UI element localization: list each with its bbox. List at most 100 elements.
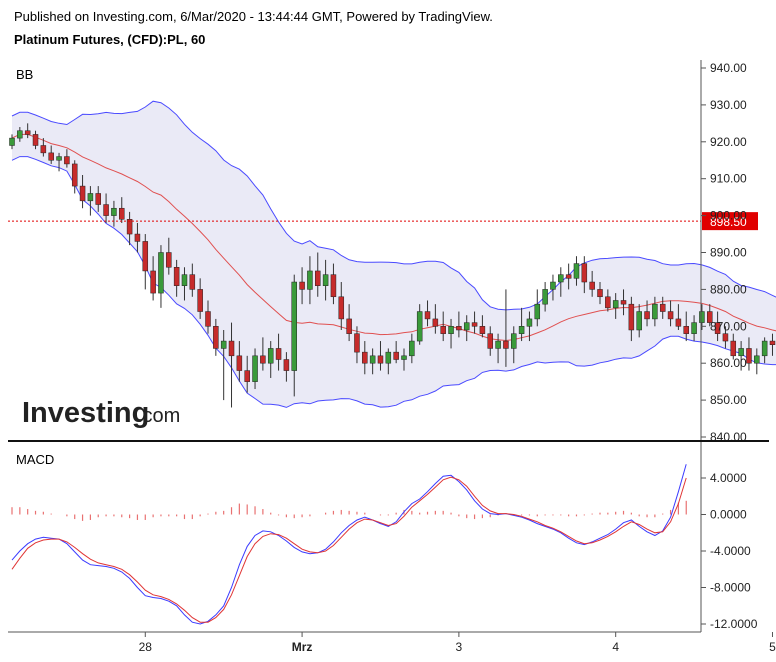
price-tick-label: 860.00 [710, 356, 747, 370]
logo-suffix: .com [137, 405, 180, 427]
candle-body [189, 274, 196, 290]
candle-body [181, 274, 188, 286]
candle-body [377, 355, 384, 364]
candle-body [283, 359, 290, 371]
candle-body [369, 355, 376, 364]
candle [448, 318, 454, 349]
candle [550, 274, 556, 301]
candle [275, 333, 282, 371]
candle-body [495, 340, 501, 349]
candle-body [707, 311, 713, 323]
candle [260, 337, 266, 371]
candle [628, 296, 635, 342]
candle [119, 197, 125, 223]
candle-body [119, 207, 125, 220]
candle [479, 315, 486, 338]
candle-body [558, 274, 564, 283]
candle [605, 289, 611, 312]
candle-body [456, 326, 462, 331]
candle [338, 282, 345, 330]
candle-body [267, 348, 274, 364]
candle [95, 186, 101, 212]
candle [424, 300, 431, 327]
candle-body [612, 300, 619, 309]
candle [244, 355, 250, 393]
candle [142, 234, 149, 290]
candle [385, 348, 392, 375]
candle [722, 326, 729, 349]
candle-body [644, 311, 650, 320]
candle-body [761, 340, 768, 357]
candle [291, 274, 297, 397]
candle [322, 259, 329, 301]
candle [440, 311, 446, 342]
candle-body [565, 274, 572, 279]
candle [283, 352, 290, 382]
time-tick-label: 3 [456, 640, 463, 654]
candle-body [769, 340, 776, 345]
candle-body [573, 263, 580, 279]
candle-body [40, 145, 47, 154]
candle-body [487, 333, 493, 349]
candle [409, 333, 415, 364]
candle-body [416, 311, 423, 342]
candle-body [275, 348, 282, 360]
candles [9, 123, 776, 408]
published-note: Published on Investing.com, 6/Mar/2020 -… [14, 9, 493, 24]
candle-body [252, 355, 258, 382]
candle [205, 300, 211, 334]
candle-body [330, 274, 337, 298]
candle [761, 337, 768, 364]
candle [738, 341, 744, 371]
candle [675, 304, 682, 330]
candle-body [730, 340, 737, 357]
candle [612, 293, 619, 319]
candle-body [463, 322, 470, 331]
candle-body [48, 152, 54, 161]
price-tick-label: 890.00 [710, 246, 747, 260]
candle [79, 175, 86, 209]
candle-body [166, 252, 172, 268]
candle [150, 256, 156, 301]
candle-body [173, 267, 180, 286]
candle [667, 300, 674, 327]
candle [659, 296, 666, 319]
candle [236, 341, 243, 382]
time-tick-label: 5 [769, 640, 776, 654]
candle-body [150, 270, 156, 294]
candle [518, 307, 525, 342]
candle-body [432, 318, 439, 327]
band-basis-line [11, 133, 776, 342]
candle [103, 193, 109, 223]
candle [573, 256, 580, 286]
candle-body [526, 318, 533, 327]
candle-body [424, 311, 431, 320]
candle [565, 263, 572, 290]
candle-body [652, 303, 658, 320]
price-tick-label: 880.00 [710, 282, 747, 296]
symbol-title: Platinum Futures, (CFD):PL, 60 [14, 32, 206, 47]
candle-body [362, 351, 368, 364]
signal-line [11, 476, 687, 623]
candle-body [683, 326, 689, 334]
candle-body [158, 252, 164, 294]
candle-body [675, 318, 682, 327]
candle-body [605, 296, 611, 309]
candle-body [659, 303, 666, 312]
candle [503, 289, 509, 367]
candle-body [534, 303, 541, 320]
candle [134, 222, 141, 253]
candle [754, 348, 760, 375]
candle [644, 300, 650, 327]
candle-body [299, 281, 305, 290]
bollinger-band [11, 100, 776, 408]
candle [166, 237, 172, 275]
macd-tick-label: 4.0000 [710, 471, 747, 485]
macd-pane [11, 464, 687, 625]
candle-body [746, 348, 752, 364]
price-axis: 898.50P940.00930.00920.00910.00900.00890… [8, 61, 758, 444]
candle-body [95, 193, 101, 205]
price-tick-label: 900.00 [710, 209, 747, 223]
candle-body [628, 303, 635, 331]
